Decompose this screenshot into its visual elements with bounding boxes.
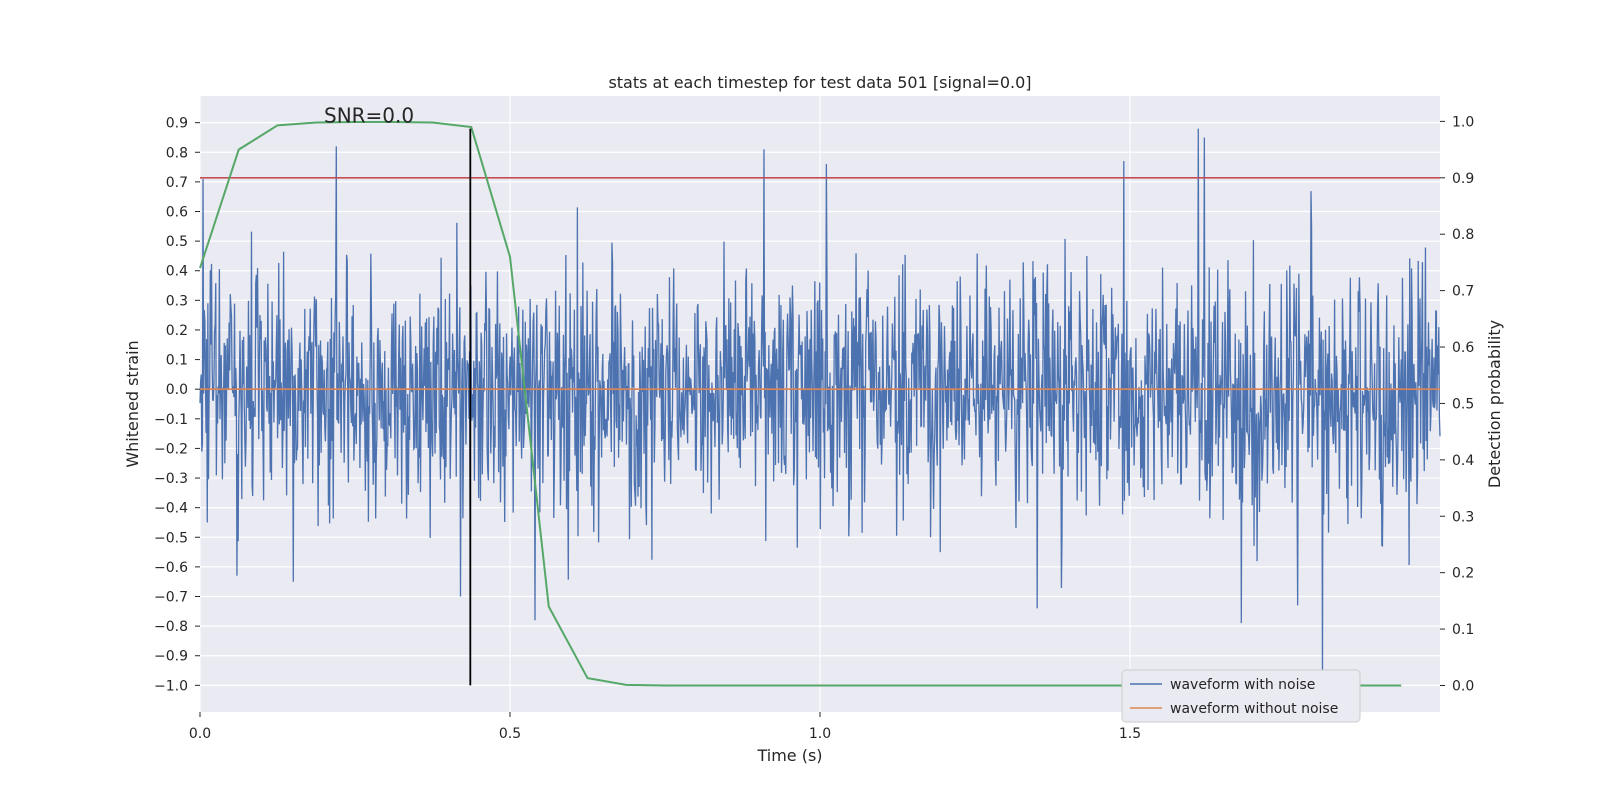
y-tick-label: 0.4: [166, 264, 188, 280]
y-tick-label: −0.3: [154, 471, 188, 487]
y2-tick-label: 1.0: [1452, 114, 1474, 130]
chart-title: stats at each timestep for test data 501…: [608, 73, 1031, 92]
y-tick-label: 0.7: [166, 175, 188, 191]
x-tick-label: 1.5: [1119, 726, 1141, 742]
y2-tick-label: 0.6: [1452, 340, 1474, 356]
y-axis-label: Whitened strain: [123, 340, 142, 467]
y-tick-label: −1.0: [154, 678, 188, 694]
y-tick-label: −0.2: [154, 441, 188, 457]
snr-annotation: SNR=0.0: [324, 104, 414, 128]
y-tick-label: −0.8: [154, 619, 188, 635]
legend-label-with-noise: waveform with noise: [1170, 677, 1315, 693]
y2-tick-label: 0.3: [1452, 509, 1474, 525]
y-tick-label: 0.1: [166, 353, 188, 369]
y2-tick-label: 0.8: [1452, 227, 1474, 243]
x-tick-label: 1.0: [809, 726, 831, 742]
y2-tick-label: 0.7: [1452, 284, 1474, 300]
x-tick-label: 0.0: [189, 726, 211, 742]
legend: waveform with noise waveform without noi…: [1121, 669, 1361, 723]
y-tick-label: −0.4: [154, 501, 188, 517]
legend-label-without-noise: waveform without noise: [1170, 701, 1338, 717]
y-tick-label: −0.1: [154, 412, 188, 428]
y-tick-label: 0.2: [166, 323, 188, 339]
y-tick-label: 0.6: [166, 205, 188, 221]
y-tick-label: −0.5: [154, 530, 188, 546]
x-axis-label: Time (s): [756, 746, 822, 765]
y-tick-label: 0.5: [166, 234, 188, 250]
legend-box: [1121, 669, 1361, 723]
tick-labels: 0.9 0.8 0.7 0.6 0.5 0.4 0.3 0.2 0.1 0.0 −0.1 −0.2 −0…: [154, 114, 1474, 742]
y2-tick-label: 0.0: [1452, 678, 1474, 694]
y-tick-label: 0.9: [166, 116, 188, 132]
y-tick-label: 0.8: [166, 145, 188, 161]
noise-series-layer: [199, 128, 1441, 680]
y2-axis-label: Detection probability: [1485, 320, 1504, 488]
y2-tick-label: 0.9: [1452, 171, 1474, 187]
series-waveform-with-noise: [199, 128, 1441, 680]
x-tick-label: 0.5: [499, 726, 521, 742]
y-tick-label: 0.0: [166, 382, 188, 398]
y-tick-label: −0.7: [154, 590, 188, 606]
y2-tick-label: 0.2: [1452, 566, 1474, 582]
y-tick-label: 0.3: [166, 293, 188, 309]
y2-tick-label: 0.1: [1452, 622, 1474, 638]
y-tick-label: −0.9: [154, 649, 188, 665]
y-tick-label: −0.6: [154, 560, 188, 576]
y2-tick-label: 0.5: [1452, 396, 1474, 412]
y2-tick-label: 0.4: [1452, 453, 1474, 469]
